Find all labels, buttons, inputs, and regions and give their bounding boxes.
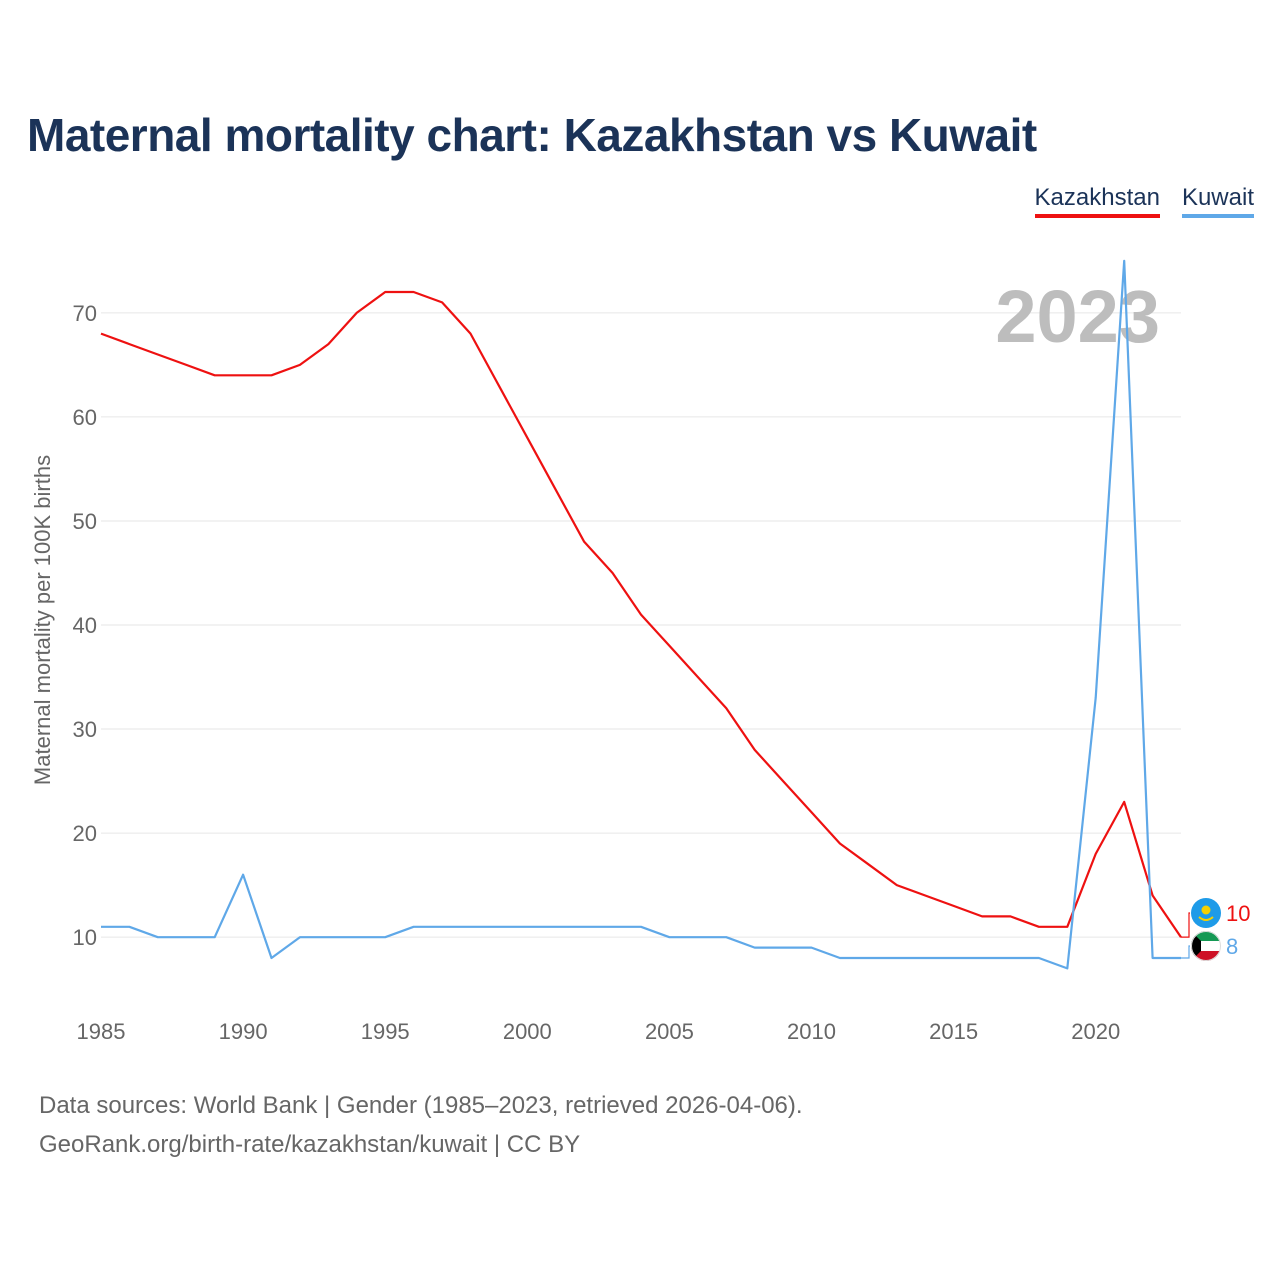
flag-stripe-red <box>1191 951 1221 961</box>
x-tick-label-2020: 2020 <box>1071 1019 1120 1044</box>
y-axis-ticks: 10 20 30 40 50 60 70 <box>73 301 97 950</box>
legend-item-kuwait[interactable]: Kuwait <box>1181 184 1254 218</box>
y-tick-label-30: 30 <box>73 717 97 742</box>
x-tick-label-1985: 1985 <box>77 1019 126 1044</box>
kuwait-flag-icon <box>1191 931 1221 961</box>
y-tick-label-10: 10 <box>73 925 97 950</box>
page-title: Maternal mortality chart: Kazakhstan vs … <box>27 109 1037 161</box>
x-tick-label-2005: 2005 <box>645 1019 694 1044</box>
x-tick-label-2000: 2000 <box>503 1019 552 1044</box>
end-value-label-kuwait: 8 <box>1226 934 1238 959</box>
y-tick-label-50: 50 <box>73 509 97 534</box>
source-note: Data sources: World Bank | Gender (1985–… <box>39 1086 803 1164</box>
y-tick-label-20: 20 <box>73 821 97 846</box>
flag-stripe-white <box>1191 941 1221 951</box>
flag-eagle <box>1198 916 1214 921</box>
source-line-1: Data sources: World Bank | Gender (1985–… <box>39 1092 803 1119</box>
chart-legend: Kazakhstan Kuwait <box>1034 184 1254 218</box>
series-line-kuwait <box>101 259 1181 970</box>
gridlines <box>101 312 1181 938</box>
series-line-kazakhstan <box>100 290 1182 938</box>
legend-item-kazakhstan[interactable]: Kazakhstan <box>1034 184 1160 218</box>
flag-stripe-green <box>1191 931 1221 941</box>
year-watermark: 2023 <box>995 275 1160 358</box>
end-markers: 108 <box>1181 898 1250 961</box>
connector-kuwait <box>1181 945 1190 959</box>
y-tick-label-60: 60 <box>73 405 97 430</box>
series-lines <box>100 259 1182 970</box>
kazakhstan-flag-icon <box>1191 898 1221 928</box>
y-tick-label-70: 70 <box>73 301 97 326</box>
flag-sun <box>1201 905 1211 915</box>
flag-outline <box>1191 931 1221 961</box>
source-line-2[interactable]: GeoRank.org/birth-rate/kazakhstan/kuwait… <box>39 1131 581 1158</box>
x-tick-label-2015: 2015 <box>929 1019 978 1044</box>
x-tick-label-1990: 1990 <box>219 1019 268 1044</box>
y-tick-label-40: 40 <box>73 613 97 638</box>
y-axis-label: Maternal mortality per 100K births <box>30 455 55 785</box>
end-value-label-kazakhstan: 10 <box>1226 901 1250 926</box>
x-tick-label-2010: 2010 <box>787 1019 836 1044</box>
line-chart: 2023 10 20 30 40 50 60 70 1985 1990 1995 2000 2005… <box>30 259 1250 1044</box>
connector-kazakhstan <box>1181 912 1190 938</box>
x-tick-label-1995: 1995 <box>361 1019 410 1044</box>
x-axis-ticks: 1985 1990 1995 2000 2005 2010 2015 2020 <box>77 1019 1121 1044</box>
